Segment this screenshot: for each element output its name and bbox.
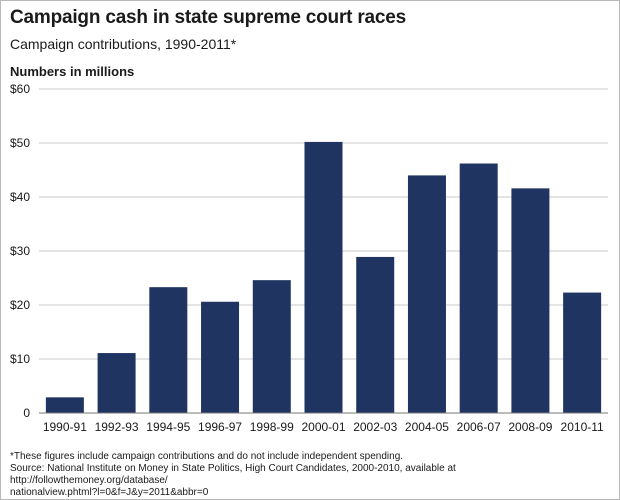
- bar-2004-05: [407, 175, 446, 413]
- x-tick-label: 1990-91: [43, 420, 87, 434]
- y-tick-label: $10: [10, 352, 30, 366]
- y-tick-label: 0: [23, 406, 30, 420]
- x-tick-label: 2000-01: [301, 420, 345, 434]
- x-tick-label: 2002-03: [353, 420, 397, 434]
- bar-2006-07: [459, 163, 498, 413]
- bar-1994-95: [149, 287, 188, 413]
- bar-2002-03: [356, 256, 395, 413]
- bar-chart: 0 $10 $20 $30 $40 $50 $60 1990-91 1992-93 1994-95…: [10, 82, 608, 434]
- footnote-source-url: nationalview.phtml?l=0&f=J&y=2011&abbr=0: [10, 487, 209, 498]
- x-tick-label: 2010-11: [561, 420, 604, 434]
- chart-subtitle: Campaign contributions, 1990-2011*: [10, 36, 237, 52]
- footnotes: *These figures include campaign contribu…: [10, 451, 610, 499]
- footnote-note: *These figures include campaign contribu…: [10, 451, 404, 462]
- y-tick-label: $60: [10, 82, 30, 96]
- bar-1996-97: [201, 301, 240, 413]
- bar-2000-01: [304, 141, 343, 414]
- bar-2010-11: [563, 292, 602, 413]
- y-tick-label: $40: [10, 190, 30, 204]
- unit-label: Numbers in millions: [10, 64, 135, 79]
- bar-2008-09: [511, 188, 550, 413]
- x-tick-label: 1992-93: [95, 420, 139, 434]
- y-tick-label: $30: [10, 244, 30, 258]
- y-tick-label: $50: [10, 136, 30, 150]
- x-tick-label: 1996-97: [198, 420, 242, 434]
- y-tick-label: $20: [10, 298, 30, 312]
- chart-title: Campaign cash in state supreme court rac…: [10, 7, 407, 28]
- x-tick-label: 2004-05: [405, 420, 449, 434]
- x-tick-label: 2006-07: [457, 420, 501, 434]
- bar-1998-99: [252, 280, 291, 413]
- x-tick-label: 2008-09: [508, 420, 552, 434]
- x-tick-label: 1994-95: [146, 420, 190, 434]
- footnote-source: Source: National Institute on Money in S…: [10, 463, 456, 486]
- x-tick-label: 1998-99: [250, 420, 294, 434]
- bar-1990-91: [45, 397, 84, 413]
- bar-1992-93: [97, 353, 136, 413]
